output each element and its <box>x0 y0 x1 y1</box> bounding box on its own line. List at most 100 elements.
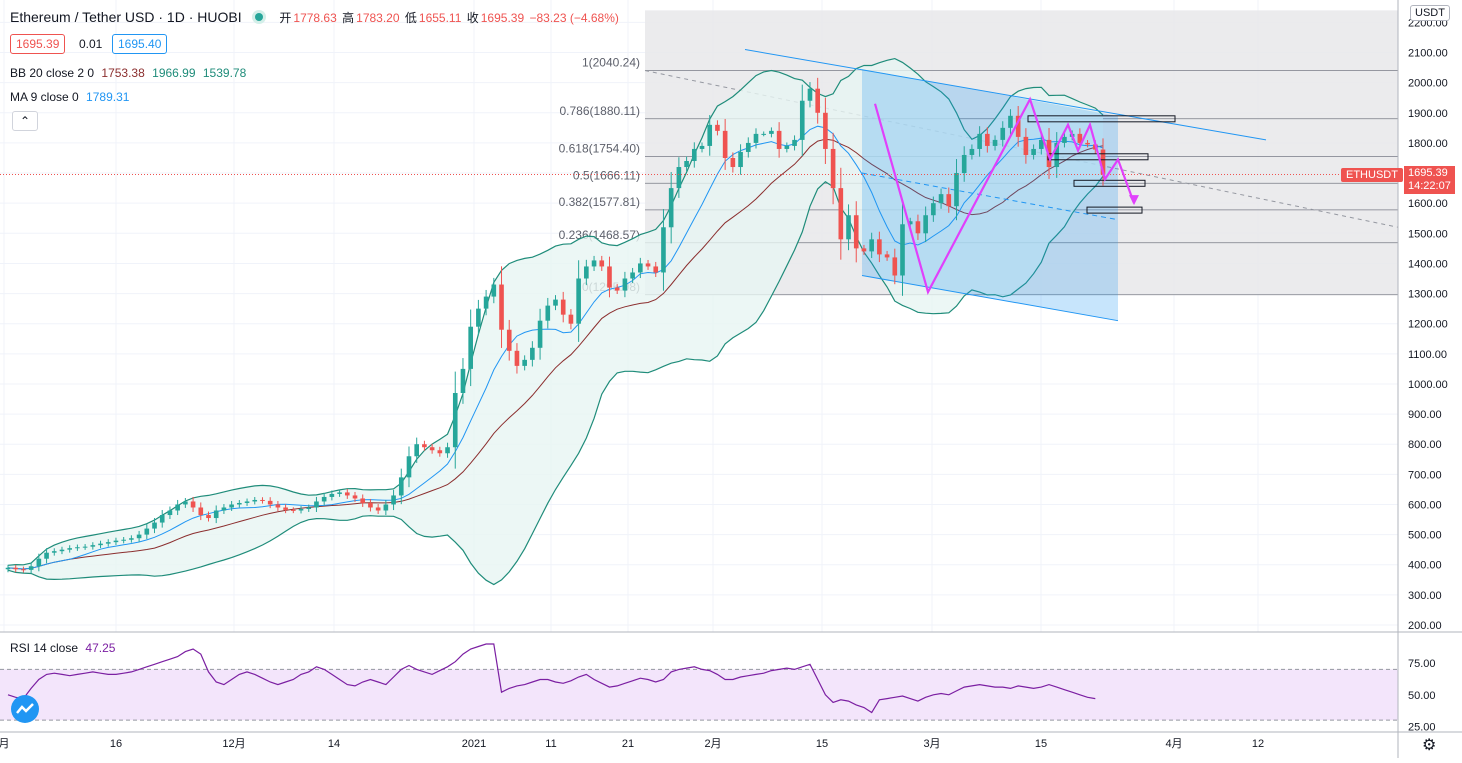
fib-level-label: 0.618(1754.40) <box>559 142 640 156</box>
candle-body <box>853 215 859 249</box>
fib-level-label: 0.786(1880.11) <box>559 104 640 118</box>
candle-body <box>715 124 720 131</box>
candle-body <box>992 139 998 146</box>
candle-body <box>159 515 165 523</box>
candle-body <box>267 500 273 505</box>
candle-body <box>75 547 80 549</box>
candle-body <box>152 522 157 529</box>
rsi-value: 47.25 <box>85 641 116 655</box>
candle-body <box>699 145 705 149</box>
candle-body <box>584 266 589 279</box>
candle-body <box>1054 142 1060 168</box>
buy-price-box[interactable]: 1695.40 <box>112 34 168 54</box>
candle-body <box>838 188 844 240</box>
price-tick-label: 700.00 <box>1408 469 1442 481</box>
time-tick-label: 3月 <box>923 738 940 750</box>
sell-price-box[interactable]: 1695.39 <box>10 34 66 54</box>
projection-arrow-path <box>873 96 1136 296</box>
candle-body <box>1031 148 1036 155</box>
candle-body <box>630 272 635 279</box>
level-box <box>1086 206 1143 214</box>
candle-body <box>514 350 520 366</box>
countdown-value: 14:22:07 <box>1408 180 1451 192</box>
bb-lower-line <box>7 175 1104 586</box>
time-tick-label: 11 <box>545 738 556 750</box>
price-tick-label: 600.00 <box>1408 499 1442 511</box>
candle-body <box>105 542 111 544</box>
price-tick-label: 400.00 <box>1408 560 1442 572</box>
candle-body <box>1100 149 1106 175</box>
price-tick-label: 2000.00 <box>1408 78 1448 90</box>
price-tick-label: 800.00 <box>1408 439 1442 451</box>
fib-level-label: 1(2040.24) <box>582 56 640 70</box>
price-tick-label: 1600.00 <box>1408 198 1448 210</box>
candle-body <box>452 392 458 448</box>
candle-body <box>190 501 196 508</box>
user-drawings[interactable] <box>873 96 1176 296</box>
rsi-tick-label: 75.00 <box>1408 658 1436 670</box>
ma-legend[interactable]: MA 9 close 0 1789.31 <box>10 90 129 104</box>
candle-body <box>283 507 288 510</box>
candle-body <box>121 539 126 541</box>
rsi-tick-label: 25.00 <box>1408 722 1436 734</box>
candle-body <box>815 88 820 113</box>
candle-body <box>776 130 782 149</box>
fib-level-label: 0.5(1666.11) <box>573 168 640 182</box>
rsi-legend[interactable]: RSI 14 close 47.25 <box>10 641 115 655</box>
candle-body <box>391 495 396 505</box>
price-tick-label: 200.00 <box>1408 620 1442 632</box>
candle-body <box>530 347 535 360</box>
candle-body <box>260 499 265 501</box>
time-tick-label: 2月 <box>704 738 721 750</box>
candle-body <box>414 444 420 457</box>
price-tick-label: 1500.00 <box>1408 228 1448 240</box>
candle-body <box>167 510 173 516</box>
collapse-legend-button[interactable]: ⌃ <box>12 111 38 131</box>
symbol-title[interactable]: Ethereum / Tether USD · 1D · HUOBI <box>10 9 242 25</box>
close-label: 收 <box>466 11 479 25</box>
candle-body <box>1077 133 1083 143</box>
open-value: 1778.63 <box>293 11 337 25</box>
price-tick-label: 1400.00 <box>1408 258 1448 270</box>
candle-body <box>28 566 34 570</box>
ma-line <box>7 125 1104 570</box>
candle-body <box>661 227 666 273</box>
candle-body <box>861 248 867 252</box>
candle-body <box>445 447 450 454</box>
candle-body <box>907 221 913 225</box>
candle-body <box>298 508 304 511</box>
bb-lower-value: 1539.78 <box>202 66 247 80</box>
candle-body <box>183 501 188 505</box>
candle-body <box>745 142 751 152</box>
candle-body <box>483 296 489 309</box>
spread-value: 0.01 <box>79 37 103 51</box>
candle-body <box>314 501 319 508</box>
low-value: 1655.11 <box>418 11 462 25</box>
candle-body <box>869 239 874 252</box>
candle-body <box>961 154 967 174</box>
status-dot-icon <box>255 13 264 21</box>
candle-body <box>722 130 728 158</box>
currency-button[interactable]: USDT <box>1410 5 1450 21</box>
price-channel[interactable] <box>744 49 1267 322</box>
time-tick-label: 4月 <box>1165 738 1182 750</box>
candle-body <box>1023 136 1029 155</box>
fib-level-label: 0.236(1468.57) <box>559 228 640 242</box>
candle-body <box>82 546 88 548</box>
settings-gear-icon[interactable]: ⚙ <box>1422 737 1437 754</box>
candle-body <box>321 496 327 502</box>
candle-body <box>221 507 227 511</box>
candle-body <box>1008 115 1013 128</box>
tradingview-logo-icon[interactable] <box>11 695 39 723</box>
candle-body <box>846 215 851 240</box>
rsi-band <box>0 669 1398 721</box>
candle-body <box>915 221 921 234</box>
candle-body <box>406 456 412 478</box>
candle-body <box>375 507 381 511</box>
bb-label: BB 20 close 2 0 <box>10 66 95 80</box>
candle-body <box>938 194 944 204</box>
last-price-value: 1695.39 <box>1408 167 1448 179</box>
bb-legend[interactable]: BB 20 close 2 0 1753.38 1966.99 1539.78 <box>10 66 246 80</box>
